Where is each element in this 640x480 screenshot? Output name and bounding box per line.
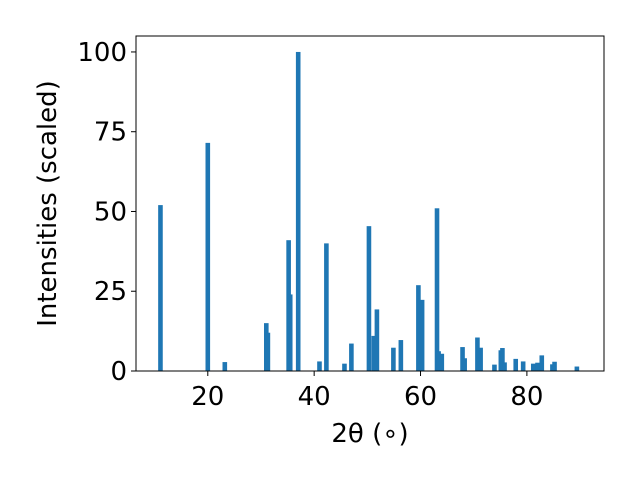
bar [349, 343, 354, 371]
bar [552, 361, 557, 371]
bar [475, 337, 480, 371]
bar [530, 363, 536, 371]
bar [391, 347, 396, 371]
x-axis-label: 2θ (∘) [331, 419, 408, 449]
bar [416, 285, 421, 371]
bar [205, 142, 211, 371]
bars-group [158, 51, 580, 371]
bar [295, 51, 301, 371]
bar [366, 226, 372, 371]
y-tick-label: 50 [94, 197, 127, 227]
bar [222, 362, 228, 371]
bar [287, 294, 293, 371]
bar [324, 243, 329, 371]
bar [371, 335, 377, 371]
bar [439, 353, 445, 371]
bar [265, 332, 271, 371]
y-axis-ticks: 0 25 50 75 100 [77, 38, 136, 387]
bar [158, 205, 163, 371]
y-axis-label: Intensities (scaled) [33, 80, 63, 327]
x-tick-label: 40 [298, 382, 331, 412]
bar [478, 347, 483, 371]
y-tick-label: 25 [94, 277, 127, 307]
bar [520, 361, 526, 371]
plot-frame [135, 35, 605, 372]
bar [492, 364, 497, 371]
bar [500, 348, 505, 371]
bar [513, 358, 519, 371]
bar [535, 362, 540, 371]
bar [502, 362, 507, 371]
bar [419, 299, 425, 371]
bar [436, 351, 441, 371]
bar [398, 340, 404, 371]
x-axis-ticks: 20 40 60 80 [191, 371, 543, 412]
bar [574, 366, 580, 371]
bar [462, 358, 467, 371]
x-tick-label: 80 [510, 382, 543, 412]
bar [434, 208, 440, 371]
bar [539, 355, 545, 371]
bar [374, 309, 380, 371]
y-tick-label: 75 [94, 118, 127, 148]
x-tick-label: 60 [404, 382, 437, 412]
y-tick-label: 100 [77, 38, 127, 68]
bar [342, 363, 347, 371]
y-tick-label: 0 [110, 357, 127, 387]
x-tick-label: 20 [191, 382, 224, 412]
bar [317, 361, 322, 371]
